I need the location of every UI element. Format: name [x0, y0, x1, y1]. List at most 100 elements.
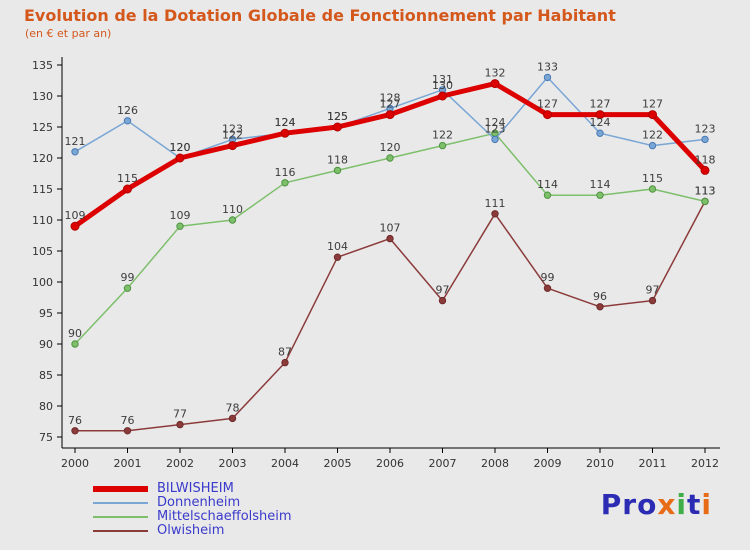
- logo-letter: x: [657, 488, 677, 521]
- legend-item: Olwisheim: [93, 524, 292, 538]
- svg-text:2012: 2012: [691, 457, 719, 470]
- svg-text:107: 107: [380, 222, 401, 235]
- svg-text:97: 97: [436, 284, 450, 297]
- svg-text:2008: 2008: [481, 457, 509, 470]
- svg-text:85: 85: [39, 369, 53, 382]
- proxiti-logo: Proxiti: [601, 488, 712, 521]
- svg-text:135: 135: [32, 59, 53, 72]
- svg-text:115: 115: [32, 183, 53, 196]
- svg-text:2011: 2011: [639, 457, 667, 470]
- svg-text:122: 122: [642, 129, 663, 142]
- svg-text:113: 113: [695, 184, 716, 197]
- svg-text:130: 130: [32, 90, 53, 103]
- svg-text:97: 97: [646, 284, 660, 297]
- svg-text:126: 126: [117, 104, 138, 117]
- legend-swatch-bilwisheim: [93, 486, 148, 492]
- svg-text:127: 127: [380, 98, 401, 111]
- legend: BILWISHEIM Donnenheim Mittelschaeffolshe…: [93, 482, 292, 538]
- svg-text:110: 110: [32, 214, 53, 227]
- svg-text:2006: 2006: [376, 457, 404, 470]
- svg-text:123: 123: [222, 122, 243, 135]
- svg-text:122: 122: [432, 129, 453, 142]
- logo-letter: Pro: [600, 488, 658, 521]
- svg-text:120: 120: [380, 141, 401, 154]
- svg-text:2005: 2005: [324, 457, 352, 470]
- svg-text:120: 120: [170, 141, 191, 154]
- svg-text:95: 95: [39, 307, 53, 320]
- svg-text:109: 109: [170, 209, 191, 222]
- svg-text:2001: 2001: [114, 457, 142, 470]
- svg-text:2003: 2003: [219, 457, 247, 470]
- svg-text:87: 87: [278, 346, 292, 359]
- svg-text:130: 130: [432, 79, 453, 92]
- svg-text:125: 125: [32, 121, 53, 134]
- legend-label-mittelschaeffolsheim: Mittelschaeffolsheim: [157, 509, 292, 524]
- legend-label-donnenheim: Donnenheim: [157, 495, 241, 510]
- svg-text:114: 114: [537, 178, 558, 191]
- svg-text:75: 75: [39, 431, 53, 444]
- svg-text:118: 118: [695, 153, 716, 166]
- svg-text:110: 110: [222, 203, 243, 216]
- svg-text:78: 78: [226, 401, 240, 414]
- svg-text:121: 121: [65, 135, 86, 148]
- svg-text:115: 115: [642, 172, 663, 185]
- logo-letter: t: [687, 488, 702, 521]
- svg-text:77: 77: [173, 408, 187, 421]
- svg-text:96: 96: [593, 290, 607, 303]
- svg-text:105: 105: [32, 245, 53, 258]
- svg-text:123: 123: [485, 122, 506, 135]
- svg-text:125: 125: [327, 110, 348, 123]
- svg-text:124: 124: [590, 116, 611, 129]
- chart-subtitle: (en € et par an): [25, 27, 112, 40]
- svg-text:76: 76: [68, 414, 82, 427]
- logo-letter: i: [676, 488, 687, 521]
- svg-text:2004: 2004: [271, 457, 299, 470]
- svg-text:113: 113: [695, 184, 716, 197]
- svg-text:120: 120: [170, 141, 191, 154]
- svg-text:2007: 2007: [429, 457, 457, 470]
- svg-text:118: 118: [327, 153, 348, 166]
- legend-item: Donnenheim: [93, 496, 292, 510]
- legend-label-olwisheim: Olwisheim: [157, 523, 225, 538]
- svg-text:133: 133: [537, 60, 558, 73]
- svg-text:90: 90: [39, 338, 53, 351]
- svg-text:100: 100: [32, 276, 53, 289]
- svg-text:76: 76: [121, 414, 135, 427]
- svg-text:2010: 2010: [586, 457, 614, 470]
- svg-text:2002: 2002: [166, 457, 194, 470]
- svg-text:123: 123: [695, 122, 716, 135]
- legend-item: BILWISHEIM: [93, 482, 292, 496]
- svg-text:125: 125: [327, 110, 348, 123]
- svg-text:104: 104: [327, 240, 348, 253]
- svg-text:124: 124: [485, 116, 506, 129]
- svg-text:120: 120: [32, 152, 53, 165]
- svg-text:128: 128: [380, 91, 401, 104]
- svg-text:90: 90: [68, 327, 82, 340]
- svg-text:124: 124: [275, 116, 296, 129]
- svg-text:99: 99: [541, 271, 555, 284]
- svg-text:114: 114: [590, 178, 611, 191]
- svg-text:132: 132: [485, 67, 506, 80]
- svg-text:131: 131: [432, 73, 453, 86]
- svg-text:127: 127: [537, 98, 558, 111]
- svg-text:2000: 2000: [61, 457, 89, 470]
- svg-text:122: 122: [222, 129, 243, 142]
- chart-title: Evolution de la Dotation Globale de Fonc…: [24, 6, 616, 25]
- legend-swatch-donnenheim: [93, 502, 148, 504]
- svg-text:80: 80: [39, 400, 53, 413]
- svg-text:127: 127: [590, 98, 611, 111]
- legend-swatch-mittelschaeffolsheim: [93, 516, 148, 518]
- legend-item: Mittelschaeffolsheim: [93, 510, 292, 524]
- legend-label-bilwisheim: BILWISHEIM: [157, 481, 234, 496]
- svg-text:2009: 2009: [534, 457, 562, 470]
- logo-letter: i: [701, 488, 712, 521]
- plot-area: 75 80 85 90 95 100 105 110 115 120 125 130 135 2000 20…: [32, 57, 720, 470]
- svg-text:115: 115: [117, 172, 138, 185]
- svg-text:116: 116: [275, 166, 296, 179]
- svg-text:109: 109: [65, 209, 86, 222]
- legend-swatch-olwisheim: [93, 530, 148, 532]
- svg-text:124: 124: [275, 116, 296, 129]
- svg-text:99: 99: [121, 271, 135, 284]
- svg-text:127: 127: [642, 98, 663, 111]
